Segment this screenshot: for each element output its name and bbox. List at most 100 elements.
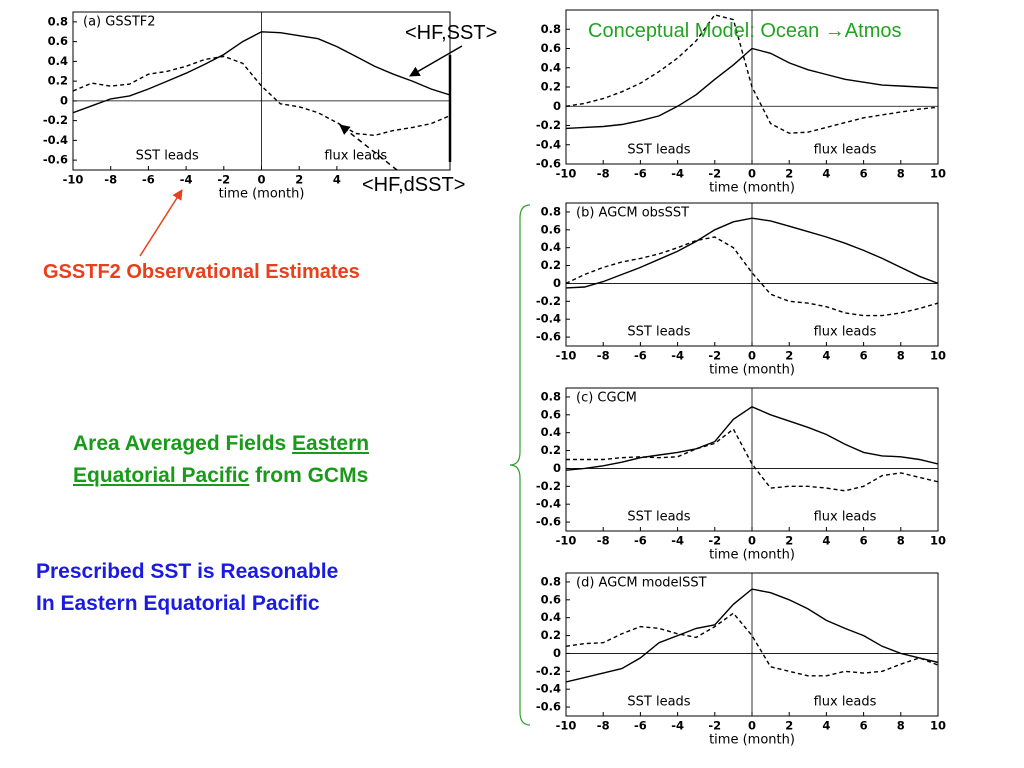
y-tick-label: 0.4: [48, 54, 68, 68]
x-tick-label: 10: [930, 534, 946, 548]
brace: [509, 204, 531, 726]
x-tick-label: 2: [295, 173, 303, 187]
annotation: SST leads: [627, 510, 690, 525]
y-tick-label: 0.4: [541, 240, 561, 254]
line-series: [566, 47, 938, 130]
line-series: [566, 588, 938, 683]
note-text: Area Averaged Fields: [73, 432, 287, 455]
note: Area Averaged Fields Eastern Equatorial …: [73, 428, 369, 492]
x-axis-label: time (month): [219, 187, 305, 202]
x-tick-label: -2: [217, 173, 230, 187]
x-tick-label: -10: [556, 534, 577, 548]
y-tick-label: 0: [60, 93, 68, 107]
y-tick-label: -0.6: [536, 700, 561, 714]
x-tick-label: 2: [785, 349, 793, 363]
y-tick-label: 0.4: [541, 425, 561, 439]
x-tick-label: 4: [822, 167, 830, 181]
x-tick-label: -6: [634, 167, 647, 181]
y-tick-label: 0.8: [48, 14, 68, 28]
y-tick-label: -0.4: [536, 312, 561, 326]
chart-title: (c) CGCM: [576, 391, 637, 406]
x-axis-label: time (month): [709, 363, 795, 378]
y-tick-label: -0.4: [536, 137, 561, 151]
y-tick-label: 0.8: [541, 574, 561, 588]
chart-panel: -0.6 -0.4 -0.2 0 0.2 0.4 0.6 0.8 -10 -8 -6 -4 -2 0 2 4 6…: [536, 202, 946, 378]
x-tick-label: -6: [634, 719, 647, 733]
line-series: [566, 217, 938, 289]
line-series: [566, 14, 938, 134]
x-axis-label: time (month): [709, 548, 795, 563]
x-tick-label: -6: [634, 349, 647, 363]
x-tick-label: 4: [822, 349, 830, 363]
x-tick-label: -2: [708, 167, 721, 181]
y-tick-label: 0.6: [48, 34, 68, 48]
y-tick-label: -0.2: [536, 479, 561, 493]
x-tick-label: -8: [597, 719, 610, 733]
chart-panel: -0.6 -0.4 -0.2 0 0.2 0.4 0.6 0.8 -10 -8 -6 -4 -2 0 2 4 t…: [43, 11, 451, 202]
x-tick-label: 6: [860, 534, 868, 548]
y-tick-label: -0.6: [536, 157, 561, 171]
annotation: SST leads: [136, 149, 199, 164]
chart-title: (d) AGCM modelSST: [576, 576, 707, 591]
x-tick-label: 6: [860, 349, 868, 363]
annotation: flux leads: [814, 325, 877, 340]
line-series: [566, 612, 938, 677]
chart-title: (b) AGCM obsSST: [576, 206, 689, 221]
label: <HF,SST>: [405, 22, 498, 44]
x-tick-label: -8: [597, 167, 610, 181]
x-tick-label: -8: [104, 173, 117, 187]
y-tick-label: 0: [553, 461, 561, 475]
arrow: [409, 45, 463, 77]
x-tick-label: 10: [930, 719, 946, 733]
y-tick-label: 0.6: [541, 222, 561, 236]
line-series: [73, 55, 450, 137]
x-tick-label: -8: [597, 534, 610, 548]
x-tick-label: 0: [748, 167, 756, 181]
heading: Conceptual Model: Ocean →Atmos: [588, 20, 902, 42]
x-tick-label: -4: [671, 534, 684, 548]
annotation: flux leads: [814, 695, 877, 710]
x-tick-label: 10: [930, 349, 946, 363]
x-tick-label: 4: [822, 534, 830, 548]
x-tick-label: 6: [860, 167, 868, 181]
line-series: [566, 428, 938, 492]
x-tick-label: 4: [333, 173, 341, 187]
x-tick-label: -2: [708, 719, 721, 733]
x-tick-label: 8: [897, 167, 905, 181]
y-tick-label: 0.4: [541, 610, 561, 624]
x-tick-label: -2: [708, 349, 721, 363]
x-tick-label: -4: [671, 719, 684, 733]
x-tick-label: 0: [748, 534, 756, 548]
y-tick-label: 0.2: [541, 443, 561, 457]
x-tick-label: 8: [897, 719, 905, 733]
annotation: flux leads: [324, 149, 387, 164]
y-tick-label: -0.6: [43, 153, 68, 167]
y-tick-label: 0.2: [48, 74, 68, 88]
note-text: from GCMs: [255, 464, 369, 487]
x-tick-label: 0: [257, 173, 265, 187]
x-tick-label: -10: [63, 173, 84, 187]
note-text: Prescribed SST is Reasonable: [36, 560, 339, 583]
y-tick-label: 0.8: [541, 22, 561, 36]
x-tick-label: -2: [708, 534, 721, 548]
label: <HF,dSST>: [362, 174, 466, 197]
note-text: Eastern: [292, 432, 370, 455]
y-tick-label: 0: [553, 99, 561, 113]
chart-panel: -0.6 -0.4 -0.2 0 0.2 0.4 0.6 0.8 -10 -8 -6 -4 -2 0 2 4 6…: [536, 387, 946, 563]
x-tick-label: 0: [748, 719, 756, 733]
y-tick-label: -0.6: [536, 330, 561, 344]
line-series: [566, 406, 938, 471]
x-tick-label: -10: [556, 349, 577, 363]
x-tick-label: 2: [785, 534, 793, 548]
x-tick-label: 10: [930, 167, 946, 181]
arrow: [339, 124, 398, 171]
annotation: SST leads: [627, 325, 690, 340]
y-tick-label: -0.4: [43, 133, 68, 147]
y-tick-label: 0: [553, 646, 561, 660]
x-tick-label: -8: [597, 349, 610, 363]
chart-panel: -0.6 -0.4 -0.2 0 0.2 0.4 0.6 0.8 -10 -8 -6 -4 -2 0 2 4 6…: [536, 9, 946, 196]
annotation: SST leads: [627, 143, 690, 158]
x-axis-label: time (month): [709, 181, 795, 196]
note: Prescribed SST is Reasonable In Eastern …: [36, 556, 338, 620]
